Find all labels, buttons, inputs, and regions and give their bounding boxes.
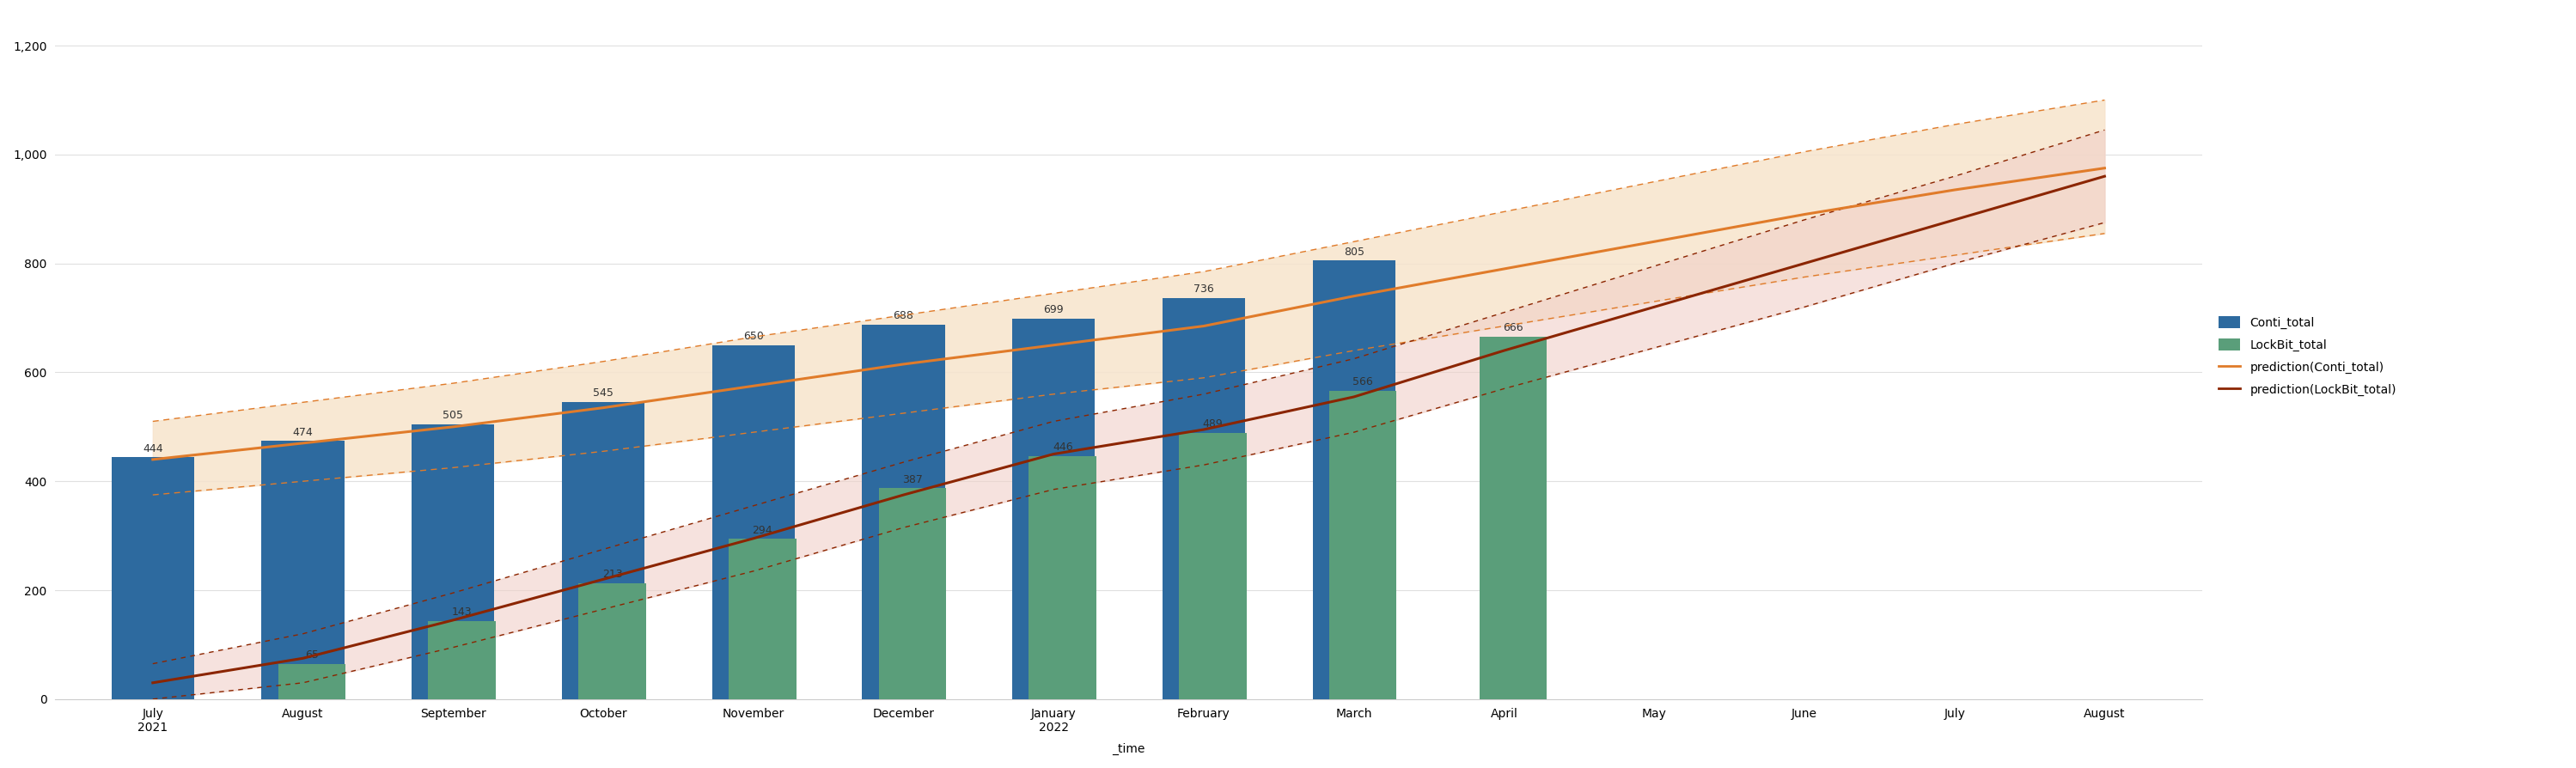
Text: 474: 474 (294, 426, 314, 438)
Bar (878, 488, 945, 699)
Text: 143: 143 (451, 607, 471, 618)
Text: 805: 805 (1345, 247, 1365, 257)
Bar (1180, 433, 1247, 699)
Bar (263, 441, 345, 699)
X-axis label: _time: _time (1113, 743, 1146, 755)
Bar (1329, 391, 1396, 699)
Bar (562, 402, 644, 699)
Text: 65: 65 (304, 649, 319, 660)
Text: 736: 736 (1193, 284, 1213, 295)
Legend: Conti_total, LockBit_total, prediction(Conti_total), prediction(LockBit_total): Conti_total, LockBit_total, prediction(C… (2218, 316, 2396, 396)
Bar (278, 664, 345, 699)
Text: 446: 446 (1054, 442, 1072, 453)
Bar (729, 539, 796, 699)
Bar (111, 457, 193, 699)
Text: 566: 566 (1352, 376, 1373, 388)
Text: 688: 688 (894, 310, 914, 321)
Text: 666: 666 (1502, 322, 1522, 333)
Text: 545: 545 (592, 388, 613, 399)
Bar (428, 621, 495, 699)
Text: 444: 444 (142, 443, 162, 454)
Bar (1479, 336, 1546, 699)
Text: 387: 387 (902, 474, 922, 485)
Text: 294: 294 (752, 525, 773, 536)
Text: 699: 699 (1043, 304, 1064, 315)
Bar (1028, 456, 1097, 699)
Bar (711, 345, 793, 699)
Bar (1012, 319, 1095, 699)
Text: 505: 505 (443, 409, 464, 421)
Bar (1162, 298, 1244, 699)
Bar (412, 424, 495, 699)
Bar (580, 583, 647, 699)
Text: 489: 489 (1203, 419, 1224, 429)
Bar (1314, 260, 1396, 699)
Text: 650: 650 (742, 331, 762, 342)
Text: 213: 213 (603, 568, 623, 580)
Bar (863, 324, 945, 699)
